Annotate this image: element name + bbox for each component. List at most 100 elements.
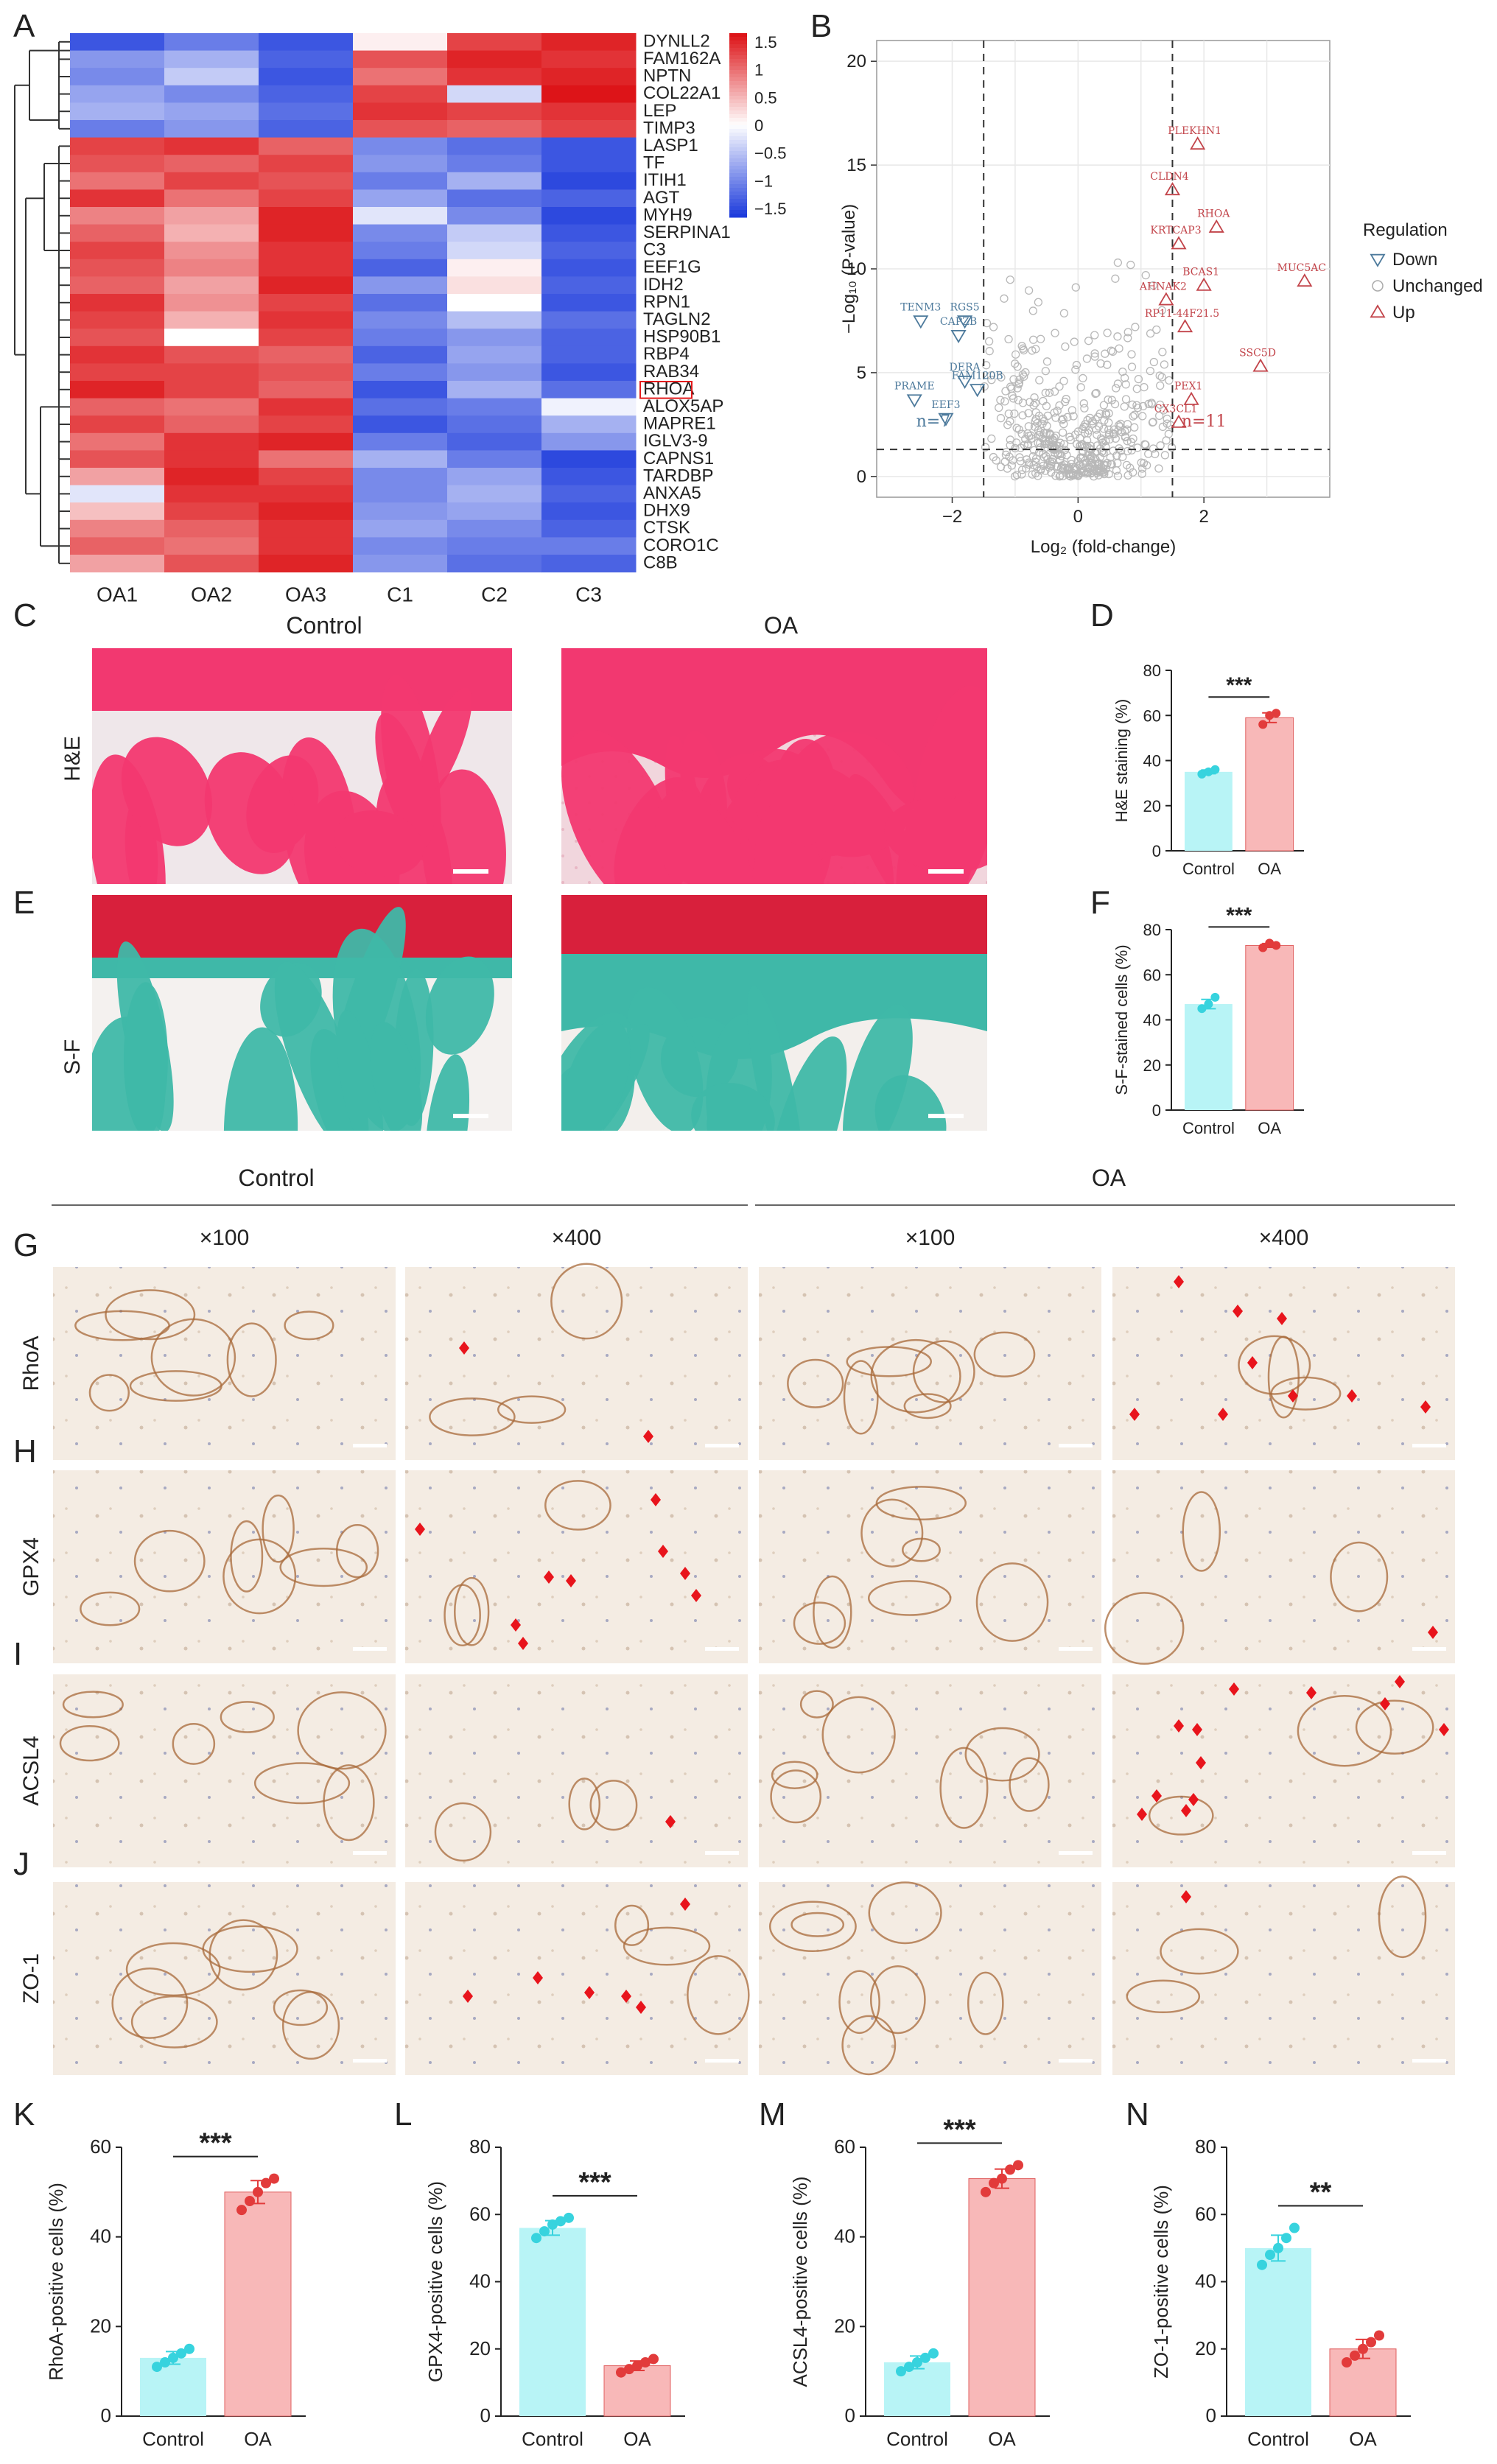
- point-unchanged: [1123, 328, 1132, 337]
- colorbar-cell: [729, 140, 747, 144]
- x-category-label: Control: [1182, 1119, 1235, 1137]
- data-point-oa: [1005, 2164, 1015, 2175]
- ihc-image: [53, 1267, 396, 1460]
- ihc-image: [405, 1882, 750, 2075]
- panel-letter-c: C: [13, 597, 37, 633]
- point-unchanged: [1091, 389, 1100, 399]
- heatmap-cell: [447, 33, 542, 52]
- heatmap-sample-label: OA3: [285, 583, 326, 606]
- data-point-oa: [648, 2354, 659, 2365]
- panel-letter-m: M: [759, 2096, 786, 2133]
- ihc-image: [759, 1674, 1101, 1867]
- highlight-box: [639, 381, 693, 399]
- bar-control: [884, 2362, 950, 2416]
- heatmap-gene-label: SERPINA1: [643, 222, 731, 242]
- heatmap-cell: [447, 224, 542, 242]
- colorbar-cell: [729, 37, 747, 41]
- lacuna: [497, 1395, 567, 1424]
- panel-letter-g: G: [13, 1227, 38, 1263]
- heatmap-cell: [353, 33, 448, 52]
- point-unchanged: [986, 371, 996, 380]
- data-point-control: [1197, 1004, 1207, 1014]
- dendrogram: [14, 41, 70, 564]
- trabecula: [884, 798, 987, 873]
- point-unchanged: [1130, 410, 1139, 419]
- y-tick-label: 40: [1143, 752, 1161, 771]
- lacuna: [253, 1762, 351, 1805]
- heatmap-cell: [70, 242, 165, 260]
- point-unchanged: [1126, 260, 1135, 270]
- point-unchanged: [1041, 388, 1050, 397]
- tissue: [405, 1267, 748, 1460]
- point-unchanged: [1158, 348, 1167, 357]
- heatmap-cell: [541, 224, 637, 242]
- point-unchanged: [1115, 344, 1123, 353]
- point-unchanged: [1139, 401, 1148, 411]
- panel-letter-e: E: [13, 885, 35, 921]
- point-unchanged: [1038, 414, 1048, 423]
- heatmap-cell: [541, 207, 637, 225]
- point-unchanged: [1056, 438, 1065, 447]
- point-unchanged: [1126, 438, 1136, 446]
- point-unchanged: [1042, 421, 1051, 430]
- point-unchanged: [1123, 334, 1132, 343]
- colorbar-cell: [729, 66, 747, 71]
- legend-symbol-down: [1370, 253, 1386, 267]
- lacuna: [1330, 1541, 1389, 1612]
- point-unchanged: [1053, 462, 1062, 471]
- point-unchanged: [1071, 283, 1080, 292]
- lacuna: [790, 1912, 845, 1937]
- lacuna: [1297, 1694, 1392, 1767]
- x-category-label: OA: [623, 2428, 651, 2450]
- ihc-row-label-gpx4: GPX4: [19, 1537, 43, 1596]
- y-axis-label: ZO-1-positive cells (%): [1150, 2185, 1172, 2379]
- heatmap-cell: [353, 155, 448, 173]
- cartilage-layer: [561, 895, 987, 954]
- red-arrow-marker: [1181, 1804, 1191, 1817]
- point-unchanged: [1164, 429, 1173, 438]
- red-arrow-marker: [1247, 1356, 1258, 1369]
- data-point-control: [160, 2357, 170, 2368]
- heatmap-gene-label: C8B: [643, 552, 678, 572]
- point-unchanged: [1156, 381, 1165, 390]
- point-unchanged: [1036, 334, 1045, 343]
- colorbar-cell: [729, 188, 747, 192]
- point-unchanged: [1059, 309, 1069, 317]
- he-oa-image: [561, 648, 987, 884]
- lacuna: [870, 1338, 961, 1414]
- y-tick-label: 60: [1143, 706, 1161, 725]
- lacuna: [133, 1529, 206, 1593]
- y-tick-label: 20: [834, 2314, 855, 2337]
- heatmap-cell: [70, 415, 165, 434]
- heatmap-sample-label: C1: [387, 583, 413, 606]
- scale-bar: [1412, 1444, 1446, 1447]
- heatmap-gene-label: AGT: [643, 188, 680, 208]
- data-point-oa: [1342, 2357, 1352, 2368]
- ihc-image: [405, 1470, 748, 1663]
- heatmap-gene-label: FAM162A: [643, 49, 721, 69]
- red-arrow-marker: [680, 1567, 690, 1580]
- scale-bar: [1412, 2059, 1446, 2063]
- y-tick-label: 20: [1195, 2337, 1216, 2359]
- heatmap-cell: [70, 294, 165, 312]
- point-unchanged: [1035, 376, 1044, 385]
- heatmap-cell: [164, 33, 259, 52]
- point-down: [957, 375, 973, 389]
- trabecula: [627, 987, 704, 1131]
- point-unchanged: [1004, 410, 1013, 418]
- data-point-oa: [632, 2360, 642, 2371]
- point-unchanged: [1114, 421, 1123, 429]
- heatmap-cell: [164, 311, 259, 329]
- heatmap-gene-label: TAGLN2: [643, 309, 711, 329]
- point-unchanged: [1056, 471, 1065, 480]
- lacuna: [284, 1310, 334, 1341]
- bar-chart-m: 0 20 40 60 *** Control OA ACSL4-positive cells …: [789, 2114, 1050, 2450]
- heatmap-cell: [353, 502, 448, 521]
- red-arrow-marker: [1218, 1408, 1228, 1421]
- red-arrow-marker: [1188, 1793, 1199, 1806]
- panel-letter-f: F: [1090, 885, 1110, 921]
- lacuna: [868, 1881, 942, 1945]
- heatmap-cell: [164, 189, 259, 208]
- point-up: [1158, 292, 1174, 306]
- point-up: [1190, 136, 1206, 150]
